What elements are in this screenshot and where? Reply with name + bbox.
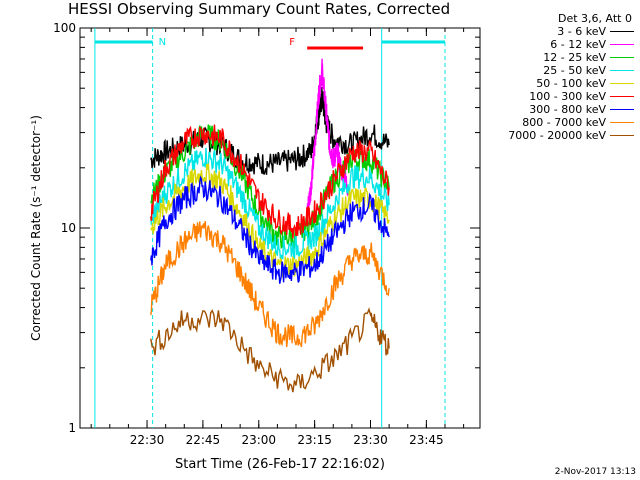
legend-label: 300 - 800 keV: [529, 103, 606, 116]
y-tick-label-0: 1: [68, 421, 76, 435]
legend-label: 100 - 300 keV: [529, 90, 606, 103]
legend-swatch: [610, 70, 634, 71]
annotation-label-1: F: [289, 37, 295, 48]
legend-item: 7000 - 20000 keV: [486, 129, 638, 142]
chart-legend: Det 3,6, Att 0 3 - 6 keV 6 - 12 keV 12 - 2…: [486, 12, 638, 142]
series-line-7: [150, 220, 390, 348]
legend-label: 50 - 100 keV: [536, 77, 606, 90]
legend-item: 100 - 300 keV: [486, 90, 638, 103]
x-tick-label-1: 22:45: [186, 433, 221, 447]
legend-item: 25 - 50 keV: [486, 64, 638, 77]
legend-item: 3 - 6 keV: [486, 25, 638, 38]
x-axis-label: Start Time (26-Feb-17 22:16:02): [175, 457, 385, 472]
legend-title: Det 3,6, Att 0: [558, 12, 632, 25]
y-tick-label-1: 10: [61, 221, 76, 235]
annotation-label-0: N: [159, 37, 166, 48]
legend-swatch: [610, 57, 634, 58]
legend-label: 12 - 25 keV: [543, 51, 606, 64]
series-line-8: [150, 307, 390, 393]
legend-swatch: [610, 31, 634, 32]
legend-swatch: [610, 96, 634, 97]
generation-timestamp: 2-Nov-2017 13:13: [554, 467, 636, 477]
x-tick-label-3: 23:15: [297, 433, 332, 447]
x-tick-label-4: 23:30: [353, 433, 388, 447]
legend-label: 6 - 12 keV: [550, 38, 606, 51]
legend-item: 50 - 100 keV: [486, 77, 638, 90]
legend-swatch: [610, 83, 634, 84]
x-tick-label-0: 22:30: [130, 433, 165, 447]
legend-item: 12 - 25 keV: [486, 51, 638, 64]
series-line-5: [150, 124, 390, 239]
legend-swatch: [610, 135, 634, 136]
legend-label: 3 - 6 keV: [557, 25, 606, 38]
legend-label: 800 - 7000 keV: [522, 116, 606, 129]
series-line-1: [306, 58, 349, 218]
legend-label: 7000 - 20000 keV: [508, 129, 606, 142]
legend-item: 800 - 7000 keV: [486, 116, 638, 129]
legend-swatch: [610, 122, 634, 123]
legend-swatch: [610, 44, 634, 45]
series-line-0: [150, 86, 390, 175]
x-tick-label-5: 23:45: [409, 433, 444, 447]
legend-item: 300 - 800 keV: [486, 103, 638, 116]
series-line-6: [150, 175, 390, 284]
y-tick-label-2: 100: [53, 21, 76, 35]
x-tick-label-2: 23:00: [241, 433, 276, 447]
chart-title: HESSI Observing Summary Count Rates, Cor…: [68, 0, 451, 18]
y-axis-label: Corrected Count Rate (s⁻¹ detector⁻¹): [29, 115, 43, 341]
legend-label: 25 - 50 keV: [543, 64, 606, 77]
legend-swatch: [610, 109, 634, 110]
legend-item: 6 - 12 keV: [486, 38, 638, 51]
